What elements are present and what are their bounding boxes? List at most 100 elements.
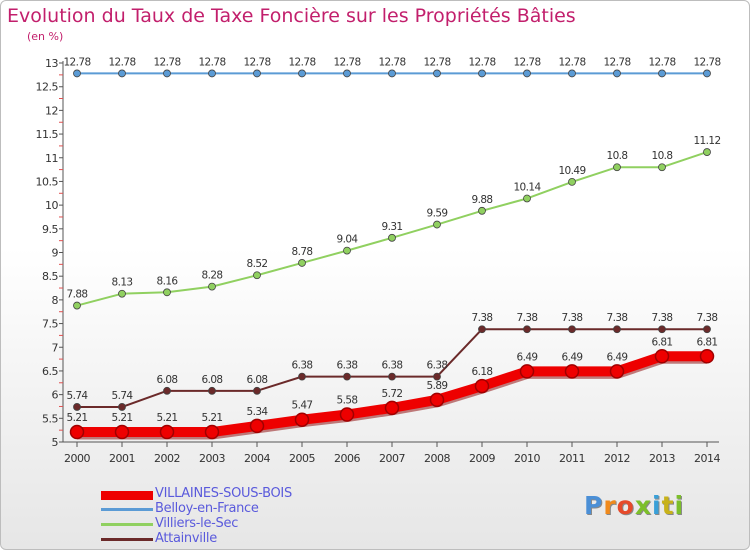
data-point	[118, 69, 126, 78]
data-label: 7.88	[67, 289, 88, 301]
data-point	[253, 271, 261, 280]
x-tick-label: 2008	[424, 452, 450, 465]
data-label: 5.21	[202, 412, 223, 424]
data-label: 8.28	[202, 270, 223, 282]
y-tick-label: 6.5	[42, 365, 58, 378]
data-point	[703, 325, 711, 334]
data-point	[658, 69, 666, 78]
data-point	[298, 372, 306, 381]
y-tick-label: 12.5	[36, 81, 59, 94]
data-label: 6.38	[427, 360, 448, 372]
data-point	[478, 206, 486, 215]
data-label: 7.38	[607, 312, 628, 324]
data-label: 8.13	[112, 277, 133, 289]
logo-letter: i	[652, 491, 662, 520]
y-tick-label: 11.5	[36, 128, 59, 141]
data-point	[163, 288, 171, 297]
data-point	[163, 69, 171, 78]
legend-swatch	[101, 523, 153, 526]
data-point	[343, 372, 351, 381]
data-label: 7.38	[652, 312, 673, 324]
data-point	[343, 69, 351, 78]
data-label: 5.74	[112, 390, 134, 402]
legend-label: Attainville	[155, 531, 217, 546]
data-label: 9.88	[472, 194, 493, 206]
data-point	[114, 424, 130, 440]
data-label: 5.58	[337, 395, 358, 407]
unit-label: (en %)	[27, 30, 64, 43]
data-label: 9.31	[382, 221, 403, 233]
y-tick-label: 9	[52, 247, 59, 260]
data-point	[613, 163, 621, 172]
data-point	[703, 69, 711, 78]
x-tick-label: 2001	[109, 452, 135, 465]
data-label: 6.49	[607, 351, 628, 363]
data-point	[339, 407, 355, 422]
legend-swatch	[101, 508, 153, 511]
data-label: 8.16	[157, 275, 179, 287]
data-label: 5.21	[67, 412, 88, 424]
data-label: 6.81	[652, 336, 673, 348]
data-point	[208, 69, 216, 78]
data-label: 8.52	[247, 258, 268, 270]
data-point	[658, 325, 666, 334]
data-point	[478, 69, 486, 78]
data-label: 12.78	[468, 56, 495, 68]
x-tick-label: 2012	[604, 452, 630, 465]
data-label: 6.08	[247, 374, 268, 386]
y-tick-label: 10.5	[36, 175, 59, 188]
data-label: 6.81	[697, 336, 718, 348]
legend-label: Belloy-en-France	[155, 501, 259, 516]
data-point	[384, 400, 400, 416]
data-point	[73, 69, 81, 78]
y-tick-label: 6	[52, 389, 59, 402]
data-point	[298, 69, 306, 78]
data-label: 7.38	[517, 312, 538, 324]
data-label: 12.78	[378, 56, 405, 68]
x-tick-label: 2006	[334, 452, 360, 465]
logo-letter: o	[616, 491, 635, 520]
y-tick-label: 5	[52, 436, 59, 449]
logo-letter: r	[603, 491, 617, 520]
data-label: 12.78	[243, 56, 270, 68]
x-tick-label: 2003	[199, 452, 225, 465]
data-label: 12.78	[108, 56, 135, 68]
data-point	[249, 418, 265, 434]
logo-letter: t	[661, 491, 675, 520]
y-tick-label: 10	[45, 199, 58, 212]
data-label: 12.78	[198, 56, 225, 68]
data-label: 5.21	[112, 412, 133, 424]
data-label: 8.78	[292, 246, 313, 258]
data-label: 10.8	[607, 150, 628, 162]
x-tick-label: 2000	[64, 452, 90, 465]
data-label: 12.78	[288, 56, 315, 68]
data-point	[118, 403, 126, 411]
data-point	[613, 69, 621, 78]
y-tick-label: 8.5	[42, 270, 58, 283]
data-point	[343, 246, 351, 255]
data-label: 5.21	[157, 412, 178, 424]
legend-label: Villiers-le-Sec	[155, 516, 239, 531]
data-point	[568, 178, 576, 186]
data-point	[73, 403, 81, 411]
data-point	[118, 289, 126, 298]
data-label: 12.78	[648, 56, 675, 68]
x-tick-label: 2011	[559, 452, 585, 465]
legend-swatch	[101, 538, 153, 541]
data-point	[609, 364, 625, 379]
chart-title: Evolution du Taux de Taxe Foncière sur l…	[7, 5, 576, 27]
logo-letter: P	[584, 491, 604, 520]
data-label: 6.49	[562, 351, 583, 363]
x-tick-label: 2014	[694, 452, 720, 465]
data-label: 6.38	[337, 360, 358, 372]
data-point	[208, 386, 216, 395]
data-label: 5.89	[427, 380, 448, 392]
x-tick-label: 2004	[244, 452, 270, 465]
data-point	[523, 194, 531, 203]
data-label: 7.38	[472, 312, 493, 324]
data-point	[73, 301, 81, 310]
data-point	[388, 233, 396, 242]
data-point	[478, 325, 486, 334]
data-point	[253, 69, 261, 78]
